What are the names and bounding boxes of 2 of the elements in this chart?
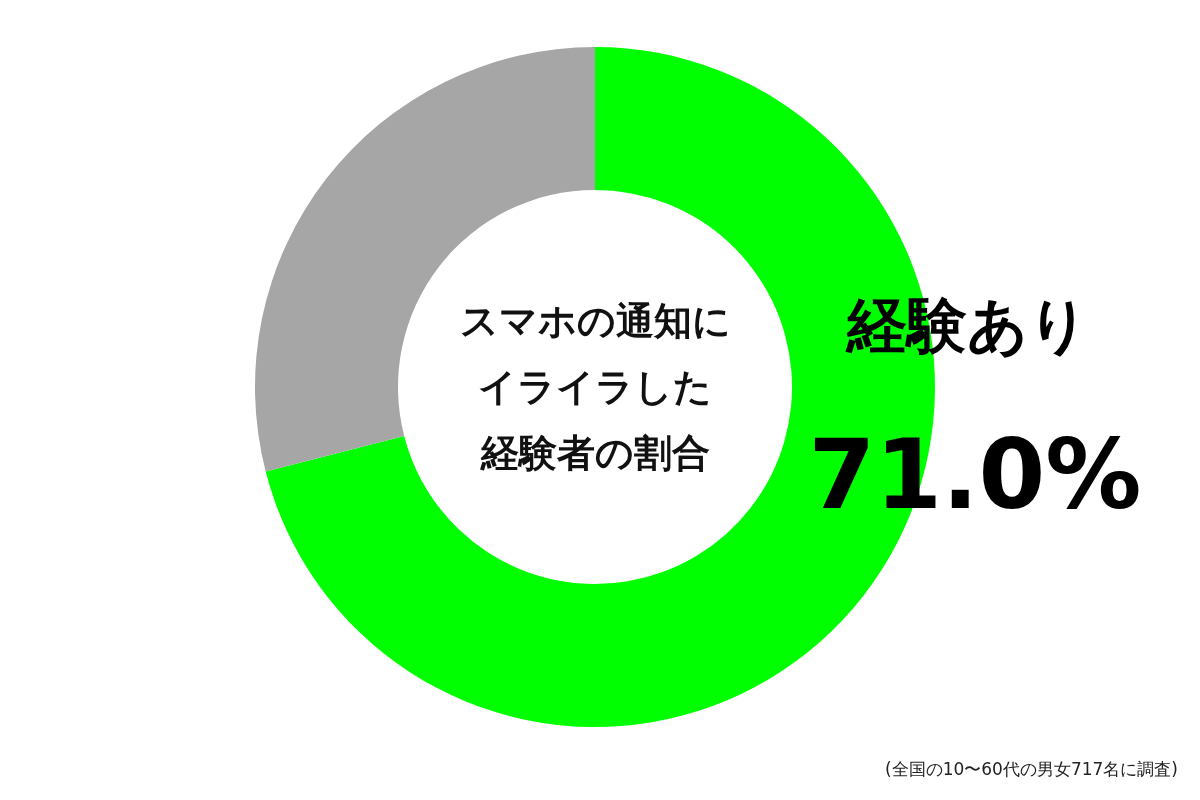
text: スマホの通知にイライラした経験者の割合 bbox=[459, 299, 731, 475]
text: (全国の10〜60代の男女717名に調査) bbox=[885, 758, 1179, 779]
